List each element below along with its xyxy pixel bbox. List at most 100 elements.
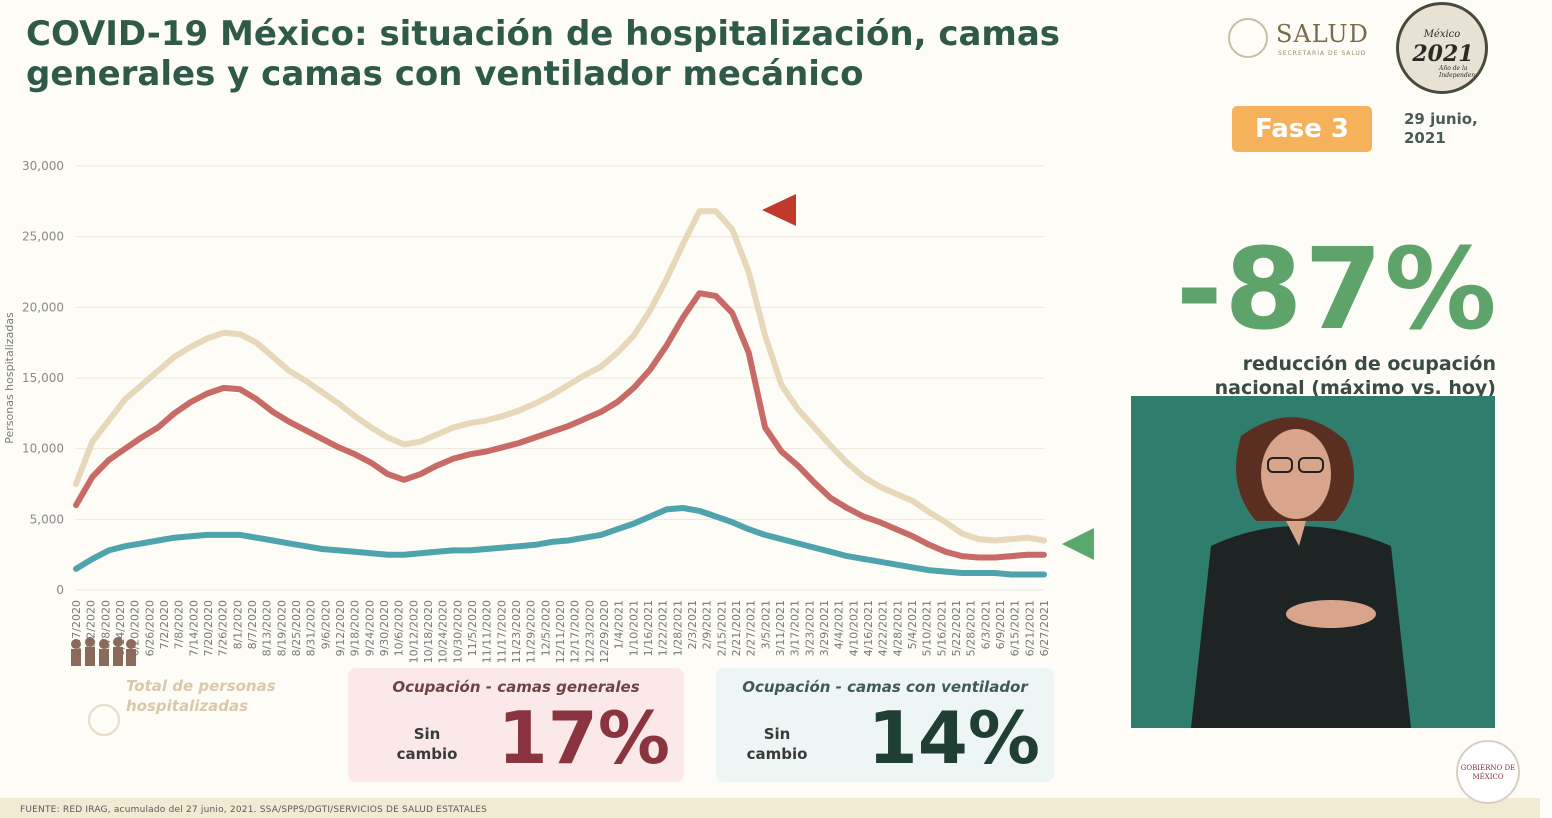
card-general-title: Ocupación - camas generales <box>392 678 640 696</box>
x-tick-label: 6/15/2021 <box>1009 600 1022 656</box>
x-tick-label: 12/23/2020 <box>583 600 596 663</box>
logo-2021-top: México <box>1423 29 1461 40</box>
y-axis-label: Personas hospitalizadas <box>3 312 16 444</box>
x-tick-label: 11/29/2020 <box>525 600 538 663</box>
reduction-caption-line1: reducción de ocupación <box>1242 353 1496 375</box>
card-ventilator-percentage: 14% <box>867 696 1040 780</box>
report-date: 29 junio, 2021 <box>1404 110 1478 147</box>
x-tick-label: 3/17/2021 <box>789 600 802 656</box>
x-tick-label: 11/23/2020 <box>510 600 523 663</box>
x-tick-label: 6/9/2021 <box>994 600 1007 649</box>
y-tick-label: 5,000 <box>30 512 64 526</box>
card-general-status: Sin cambio <box>396 725 458 763</box>
x-tick-label: 3/29/2021 <box>818 600 831 656</box>
x-tick-label: 1/16/2021 <box>642 600 655 656</box>
y-tick-label: 20,000 <box>22 300 64 314</box>
x-tick-label: 4/10/2021 <box>847 600 860 656</box>
x-tick-label: 5/10/2021 <box>921 600 934 656</box>
card-ventilator-beds: Ocupación - camas con ventilador Sin cam… <box>716 668 1054 782</box>
x-tick-label: 10/12/2020 <box>407 600 420 663</box>
x-tick-label: 7/26/2020 <box>217 600 230 656</box>
chart-svg: 0 5,000 10,000 15,000 20,000 25,000 30,000 Pers… <box>3 159 1094 663</box>
source-footer: FUENTE: RED IRAG, acumulado del 27 junio… <box>0 798 1540 818</box>
x-tick-label: 2/15/2021 <box>715 600 728 656</box>
sign-language-interpreter-video <box>1131 396 1495 728</box>
x-tick-label: 4/22/2021 <box>877 600 890 656</box>
x-tick-label: 1/4/2021 <box>613 600 626 649</box>
x-tick-label: 2/3/2021 <box>686 600 699 649</box>
x-tick-label: 12/17/2020 <box>569 600 582 663</box>
x-tick-label: 8/13/2020 <box>261 600 274 656</box>
x-tick-label: 6/2/2020 <box>85 600 98 649</box>
x-tick-label: 1/28/2021 <box>671 600 684 656</box>
reduction-caption: reducción de ocupación nacional (máximo … <box>1196 352 1496 400</box>
x-tick-label: 6/8/2020 <box>99 600 112 649</box>
phase-badge: Fase 3 <box>1232 106 1372 152</box>
x-tick-label: 1/22/2021 <box>657 600 670 656</box>
x-tick-label: 3/11/2021 <box>774 600 787 656</box>
x-tick-label: 2/9/2021 <box>701 600 714 649</box>
x-tick-label: 3/23/2021 <box>803 600 816 656</box>
logo-2021-year: 2021 <box>1412 41 1474 67</box>
mexico-2021-logo: México 2021 Año de la Independencia <box>1396 2 1488 94</box>
page-title: COVID-19 México: situación de hospitaliz… <box>26 14 1061 94</box>
x-tick-label: 8/1/2020 <box>231 600 244 649</box>
x-tick-label: 4/28/2021 <box>891 600 904 656</box>
legend-total-hospitalized: Total de personas hospitalizadas <box>126 677 276 715</box>
x-tick-label: 4/4/2021 <box>833 600 846 649</box>
x-tick-label: 9/6/2020 <box>319 600 332 649</box>
x-tick-label: 11/11/2020 <box>481 600 494 663</box>
x-tick-label: 9/18/2020 <box>349 600 362 656</box>
y-tick-label: 15,000 <box>22 371 64 385</box>
x-tick-label: 12/29/2020 <box>598 600 611 663</box>
x-tick-label: 7/8/2020 <box>173 600 186 649</box>
salud-seal-icon <box>1228 18 1268 58</box>
x-tick-label: 4/16/2021 <box>862 600 875 656</box>
x-tick-label: 5/4/2021 <box>906 600 919 649</box>
x-tick-label: 11/17/2020 <box>495 600 508 663</box>
y-tick-label: 30,000 <box>22 159 64 173</box>
x-tick-label: 6/27/2021 <box>1038 600 1051 656</box>
series-line-general <box>73 290 1047 561</box>
reduction-caption-line2: nacional (máximo vs. hoy) <box>1214 377 1496 399</box>
x-tick-label: 8/31/2020 <box>305 600 318 656</box>
card-general-percentage: 17% <box>497 696 670 780</box>
x-tick-label: 8/25/2020 <box>290 600 303 656</box>
x-tick-label: 9/30/2020 <box>378 600 391 656</box>
salud-subtitle: SECRETARÍA DE SALUD <box>1278 50 1367 57</box>
x-tick-label: 2/27/2021 <box>745 600 758 656</box>
x-tick-label: 7/2/2020 <box>158 600 171 649</box>
ventilator-beds-marker-icon <box>1062 528 1094 560</box>
x-tick-label: 5/16/2021 <box>935 600 948 656</box>
y-tick-label: 10,000 <box>22 442 64 456</box>
x-tick-label: 1/10/2021 <box>627 600 640 656</box>
x-tick-label: 12/5/2020 <box>539 600 552 656</box>
x-tick-label: 5/22/2021 <box>950 600 963 656</box>
x-tick-label: 12/11/2020 <box>554 600 567 663</box>
gobierno-label: GOBIERNO DE MÉXICO <box>1460 764 1516 781</box>
source-text: FUENTE: RED IRAG, acumulado del 27 junio… <box>20 805 488 815</box>
y-tick-label: 0 <box>56 583 64 597</box>
card-general-beds: Ocupación - camas generales Sin cambio 1… <box>348 668 684 782</box>
crowd-illustration <box>68 634 138 666</box>
salud-name: SALUD <box>1276 20 1369 48</box>
x-tick-label: 9/24/2020 <box>363 600 376 656</box>
x-tick-label: 10/30/2020 <box>451 600 464 663</box>
series-line-total <box>73 208 1047 544</box>
interpreter-figure <box>1131 396 1495 728</box>
gobierno-mexico-logo: GOBIERNO DE MÉXICO <box>1456 740 1520 804</box>
x-tick-label: 11/5/2020 <box>466 600 479 656</box>
x-tick-label: 6/3/2021 <box>979 600 992 649</box>
y-tick-label: 25,000 <box>22 230 64 244</box>
logo-2021-sub: Año de la Independencia <box>1439 65 1484 79</box>
x-tick-label: 8/19/2020 <box>275 600 288 656</box>
x-tick-label: 10/18/2020 <box>422 600 435 663</box>
general-beds-marker-icon <box>762 194 796 226</box>
card-ventilator-title: Ocupación - camas con ventilador <box>742 678 1028 696</box>
x-tick-label: 5/28/2021 <box>965 600 978 656</box>
x-tick-label: 7/20/2020 <box>202 600 215 656</box>
x-tick-label: 10/6/2020 <box>393 600 406 656</box>
national-seal-icon <box>88 704 120 736</box>
series-line-ventilator <box>73 505 1047 578</box>
x-tick-label: 10/24/2020 <box>437 600 450 663</box>
